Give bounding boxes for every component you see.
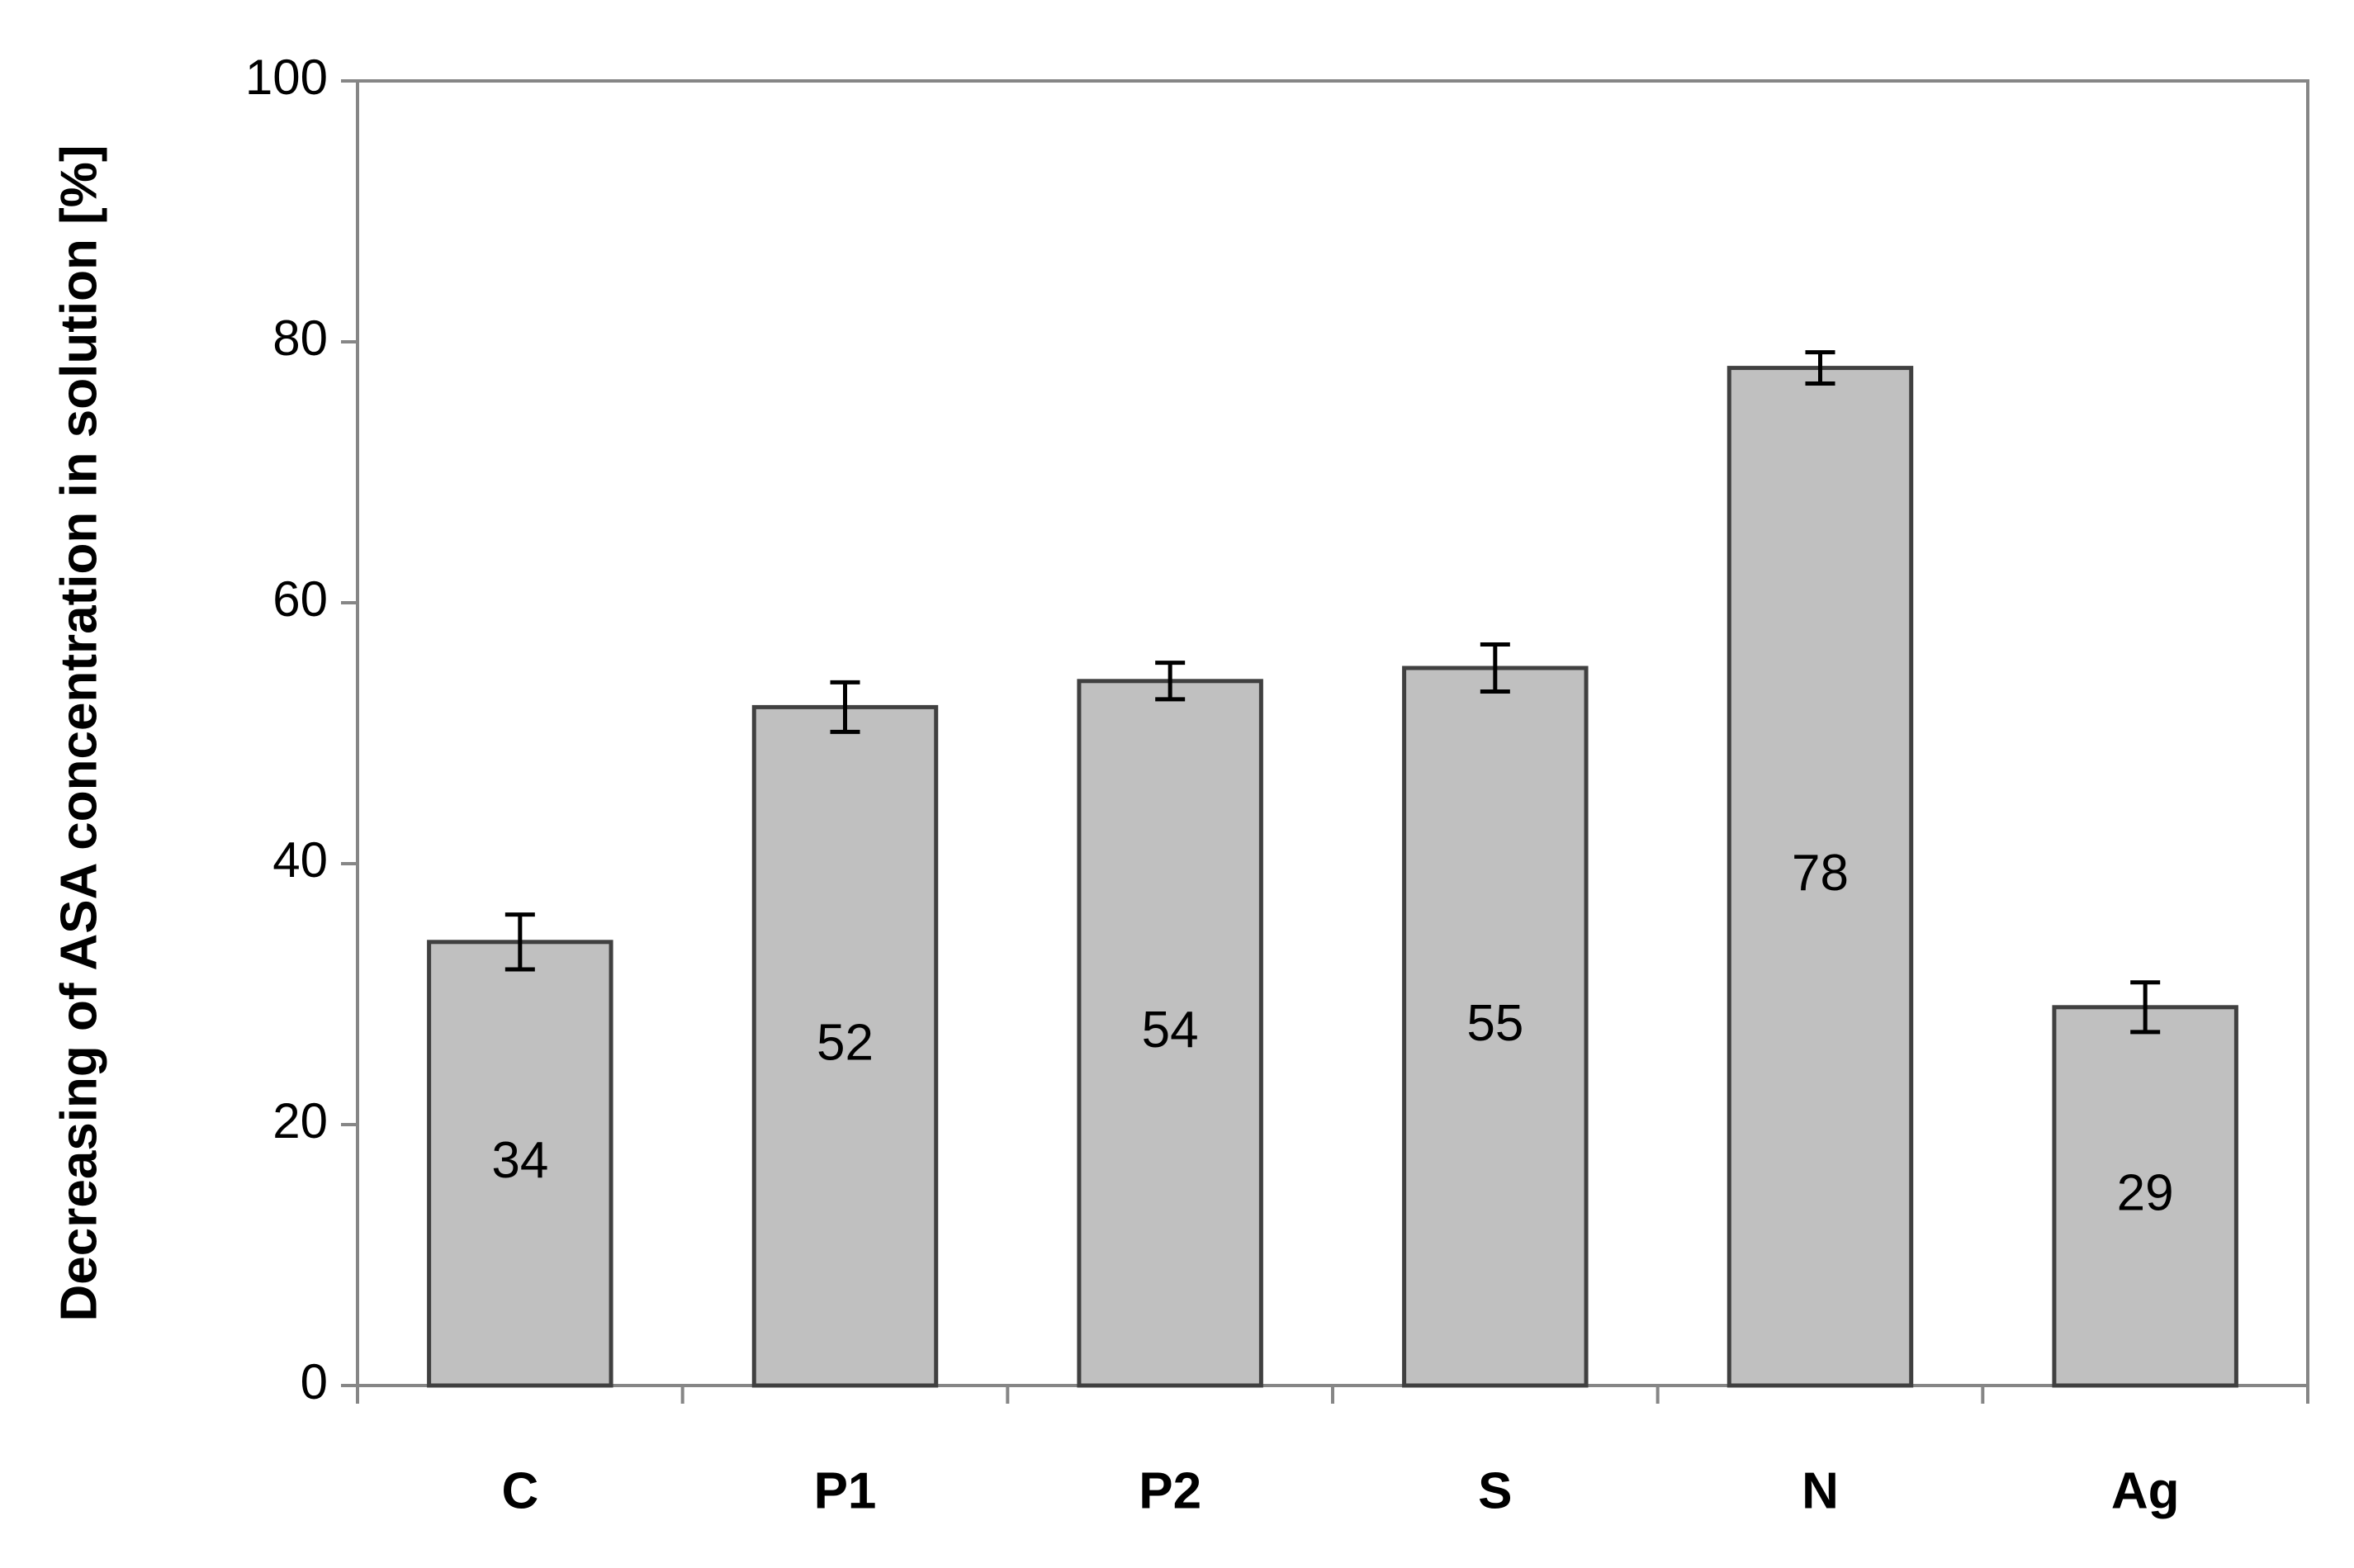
y-tick-label: 0 — [301, 1354, 328, 1409]
x-tick-label: P1 — [814, 1462, 877, 1519]
x-tick-label: P2 — [1139, 1462, 1201, 1519]
y-tick-label: 80 — [272, 310, 328, 366]
error-bar — [2130, 980, 2161, 1035]
bar — [2052, 1005, 2238, 1388]
data-label: 55 — [1466, 995, 1523, 1052]
x-tick-label: Ag — [2111, 1462, 2180, 1519]
error-bar — [1155, 661, 1186, 702]
y-tick-label: 60 — [272, 571, 328, 627]
data-label: 34 — [491, 1132, 548, 1189]
error-bar — [1480, 642, 1510, 694]
plot-frame — [356, 79, 2309, 1387]
data-label: 54 — [1142, 1002, 1199, 1059]
y-tick-label: 100 — [245, 50, 328, 105]
y-axis-title: Decreasing of ASA concentration in solut… — [50, 145, 107, 1322]
bar — [1726, 366, 1914, 1388]
error-bar — [504, 912, 535, 972]
error-bar — [830, 680, 860, 734]
bar — [1077, 679, 1263, 1388]
y-tick-label: 20 — [272, 1093, 328, 1149]
data-label: 52 — [817, 1015, 874, 1072]
error-bar — [1805, 350, 1835, 386]
y-tick-label: 40 — [272, 832, 328, 888]
data-label: 78 — [1792, 845, 1849, 902]
x-tick-label: S — [1478, 1462, 1512, 1519]
x-tick-label: N — [1802, 1462, 1839, 1519]
x-tick-label: C — [501, 1462, 538, 1519]
data-label: 29 — [2117, 1164, 2174, 1221]
bar — [427, 940, 613, 1388]
bar — [751, 704, 939, 1388]
